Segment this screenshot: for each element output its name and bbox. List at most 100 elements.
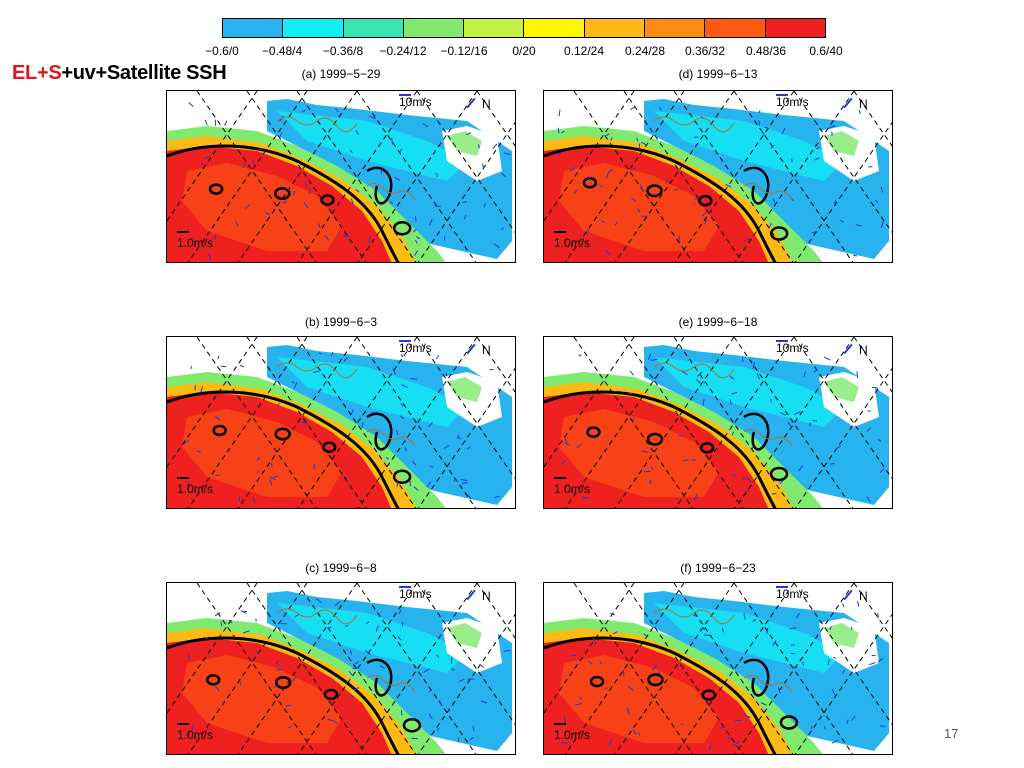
velocity-vector xyxy=(303,202,309,209)
velocity-vector xyxy=(803,371,806,377)
velocity-vector xyxy=(721,628,724,633)
velocity-vector xyxy=(652,664,658,671)
velocity-vector xyxy=(492,143,498,150)
velocity-vector xyxy=(344,233,351,238)
satellite-track xyxy=(357,337,478,508)
velocity-vector xyxy=(343,235,348,238)
velocity-vector xyxy=(694,493,698,500)
satellite-track xyxy=(673,583,794,754)
velocity-vector xyxy=(877,612,879,619)
velocity-vector xyxy=(458,436,462,440)
velocity-vector xyxy=(578,354,582,357)
velocity-vector xyxy=(395,430,399,436)
satellite-track xyxy=(614,337,735,508)
velocity-vector xyxy=(483,202,487,208)
velocity-vector xyxy=(331,352,334,356)
velocity-vector xyxy=(429,465,434,468)
velocity-vector xyxy=(878,439,882,442)
satellite-track xyxy=(623,337,744,508)
velocity-vector xyxy=(719,725,725,729)
velocity-vector xyxy=(791,158,793,163)
brown-contour xyxy=(743,428,793,447)
velocity-vector xyxy=(343,356,348,363)
velocity-vector xyxy=(694,198,701,200)
velocity-vector xyxy=(435,355,440,360)
velocity-vector xyxy=(704,218,708,225)
satellite-track xyxy=(357,91,478,262)
velocity-vector xyxy=(613,390,618,393)
velocity-vector xyxy=(743,714,751,719)
light-cyan-region xyxy=(277,111,467,181)
velocity-vector xyxy=(435,172,438,178)
velocity-vector xyxy=(463,214,467,220)
satellite-track xyxy=(356,337,477,508)
eddy-ring xyxy=(701,689,717,701)
velocity-vector xyxy=(304,181,308,187)
velocity-vector xyxy=(570,654,577,657)
velocity-vector xyxy=(612,631,618,635)
velocity-vector xyxy=(391,137,393,145)
velocity-vector xyxy=(369,115,376,120)
eddy-ring xyxy=(208,183,224,195)
velocity-vector xyxy=(220,621,223,627)
satellite-track xyxy=(794,121,892,262)
eddy-ring xyxy=(392,469,412,484)
velocity-vector xyxy=(324,234,330,241)
velocity-vector xyxy=(465,132,472,136)
velocity-vector xyxy=(649,404,654,409)
velocity-vector xyxy=(702,398,705,406)
velocity-vector xyxy=(422,123,429,128)
velocity-vector xyxy=(610,613,616,616)
velocity-vector xyxy=(409,718,415,720)
satellite-track xyxy=(573,91,694,262)
north-indicator: N xyxy=(843,589,868,603)
colorbar-tick-label: −0.48/4 xyxy=(261,44,303,58)
velocity-vector xyxy=(428,689,432,693)
satellite-track xyxy=(573,337,694,508)
velocity-vector xyxy=(503,650,511,652)
velocity-vector xyxy=(385,456,389,460)
panel-title: (f) 1999−6−23 xyxy=(680,561,756,575)
velocity-vector xyxy=(871,386,878,389)
velocity-vector xyxy=(252,496,256,504)
satellite-track xyxy=(734,91,855,262)
velocity-vector xyxy=(563,715,567,723)
velocity-vector xyxy=(608,739,612,746)
velocity-vector xyxy=(696,379,701,384)
map-panel: 10m/s N 1.0m/s xyxy=(166,582,516,755)
velocity-vector xyxy=(460,478,468,482)
velocity-vector xyxy=(301,109,306,113)
eddy-ring xyxy=(769,226,789,241)
north-indicator: N xyxy=(843,343,868,357)
velocity-vector xyxy=(423,668,430,673)
colorbar-tick-label: −0.36/8 xyxy=(322,44,364,58)
velocity-vector xyxy=(850,626,853,631)
brown-contour xyxy=(276,116,358,133)
satellite-track xyxy=(573,583,694,754)
ssh-map xyxy=(544,583,892,754)
velocity-vector xyxy=(768,223,772,229)
velocity-vector xyxy=(461,482,468,484)
slide-title: EL+S+uv+Satellite SSH xyxy=(12,62,227,85)
velocity-vector xyxy=(802,661,805,666)
velocity-vector xyxy=(364,649,371,656)
satellite-track xyxy=(733,337,854,508)
velocity-vector xyxy=(368,235,371,243)
velocity-vector xyxy=(334,108,339,113)
colorbar-tick-label: 0.12/24 xyxy=(563,44,605,58)
satellite-track xyxy=(187,337,308,508)
velocity-vector xyxy=(292,676,297,682)
eddy-ring xyxy=(392,220,412,236)
velocity-scale-top: 10m/s xyxy=(776,586,809,601)
colorbar-tick-label: 0.6/40 xyxy=(809,44,843,58)
velocity-vector xyxy=(426,481,432,488)
velocity-vector xyxy=(244,204,250,210)
velocity-vector xyxy=(828,124,836,129)
velocity-scale-top: 10m/s xyxy=(399,340,432,355)
velocity-vector xyxy=(856,371,859,379)
velocity-vector xyxy=(650,466,654,470)
velocity-vector xyxy=(745,489,750,492)
satellite-track xyxy=(237,337,358,508)
velocity-vector xyxy=(731,391,738,395)
panel-title: (c) 1999−6−8 xyxy=(305,561,377,575)
